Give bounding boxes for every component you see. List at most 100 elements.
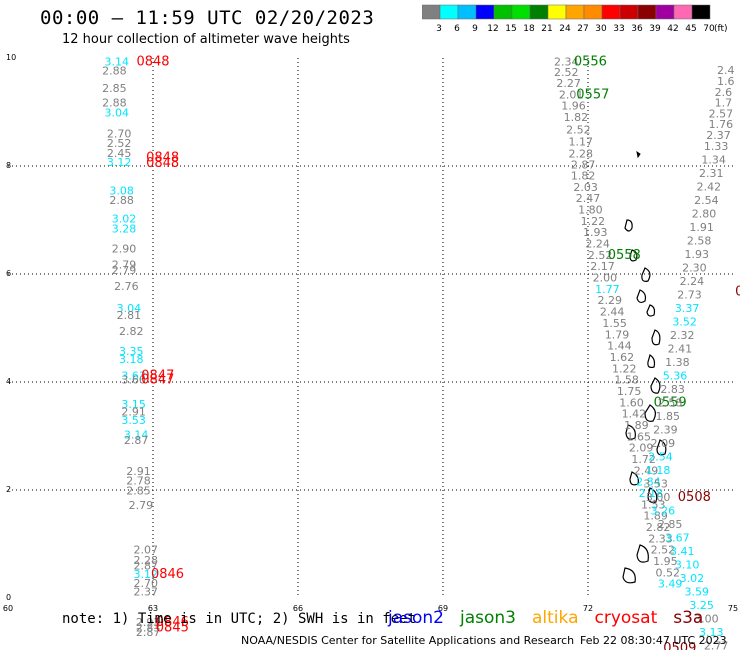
chart-title: 00:00 – 11:59 UTC 02/20/2023 [40,7,375,29]
coastline-island [622,567,636,584]
pass-time-label: 0846 [156,615,189,630]
wave-height-label: 3.35 [119,345,144,358]
x-tick-label: 72 [583,604,593,613]
wave-height-label: 2.00 [593,272,618,285]
wave-height-label: 3.02 [680,572,705,585]
wave-height-label: 2.41 [668,342,693,355]
legend-entry-jason2: jason2 [388,608,444,628]
colorbar-swatch [691,4,711,20]
legend-entry-altika: altika [532,608,579,628]
coastline-island [656,439,667,456]
x-tick-label: 60 [3,604,13,613]
wave-height-label: 1.82 [571,170,596,183]
wave-height-label: 3.63 [121,369,146,382]
x-tick-label: 69 [438,604,448,613]
wave-height-label: 2.82 [119,325,144,338]
wave-height-label: 2.52 [566,124,591,137]
wave-height-label: 2.52 [588,249,613,262]
wave-height-label: 1.58 [614,374,639,387]
wave-height-label: 1.85 [656,410,681,423]
wave-height-label: 2.70 [107,127,132,140]
coastline-island [644,404,656,422]
wave-height-label: 2.4 [717,64,735,77]
wave-height-label: 3.52 [672,315,697,328]
legend-entry-cryosat: cryosat [594,608,658,628]
wave-height-label: 2.47 [576,192,601,205]
wave-height-label: 2.76 [114,280,139,293]
pass-time-label: 0508 [678,490,711,505]
wave-height-label: 2.29 [598,294,623,307]
wave-height-label: 1.95 [653,555,678,568]
wave-height-label: 2.45 [107,147,132,160]
colorbar-label: 36 [631,24,643,34]
colorbar-label: 70 [703,24,715,34]
wave-height-label: 1.60 [619,396,644,409]
wave-height-label: 1.75 [617,385,642,398]
coastline-island [629,471,639,486]
wave-height-label: 1.96 [561,99,586,112]
wave-height-label: 2.58 [687,234,712,247]
y-tick-label: 8 [6,161,11,170]
wave-height-label: 2.73 [677,288,702,301]
coastline-island [636,289,647,304]
colorbar-label: 15 [505,24,516,34]
wave-height-label: 3.14 [105,56,130,69]
wave-height-label: 2.82 [646,521,671,534]
wave-height-label: 2.6 [715,86,733,99]
wave-height-label: 1.72 [631,453,656,466]
wave-height-label: 2.77 [704,639,729,650]
colorbar-unit: (ft) [714,24,728,34]
wave-height-label: 2.18 [639,487,664,500]
wave-height-label: 2.27 [556,77,581,90]
legend: jason2 jason3 altika cryosat s3a [388,608,719,628]
y-tick-label: 10 [6,53,16,62]
legend-entry-s3a: s3a [673,608,704,628]
pass-time-label: 0846 [151,567,184,582]
wave-height-label: 2.91 [126,465,151,478]
pass-time-label: 0848 [146,156,179,171]
pass-time-label: 0556 [574,55,607,70]
wave-height-label: 2.09 [629,442,654,455]
wave-height-label: 1.44 [607,340,632,353]
wave-height-label: 2.07 [134,544,159,557]
pass-time-label: 0847 [141,368,174,383]
wave-height-label: 2.88 [102,97,127,110]
wave-height-label: 3.04 [117,302,142,315]
wave-height-label: 2.87 [136,626,161,639]
pass-time-label: 0557 [576,88,609,103]
colorbar-label: 27 [577,24,588,34]
wave-height-label: 1.33 [704,140,729,153]
wave-height-label: 5.36 [663,369,688,382]
wave-height-label: 2.28 [134,554,159,567]
wave-height-label: 1.17 [569,135,594,148]
colorbar-label: 6 [454,24,460,34]
wave-height-label: 1.34 [701,153,726,166]
wave-height-label: 1.89 [643,510,668,523]
wave-height-label: 2.52 [651,544,676,557]
colorbar-label: 12 [487,24,498,34]
wave-height-label: 1.79 [605,328,630,341]
wave-height-label: 0.52 [656,566,681,579]
wave-height-label: 3.04 [105,106,130,119]
wave-height-label: 2.31 [699,167,724,180]
wave-height-label: 2.52 [107,137,132,150]
wave-height-label: 1.76 [709,118,734,131]
colorbar-label: 39 [649,24,661,34]
wave-height-label: 2.83 [136,621,161,634]
wave-height-label: 2.49 [634,464,659,477]
pass-time-label: 050 [735,285,740,300]
legend-entry-jason3: jason3 [460,608,516,628]
wave-height-label: 2.39 [653,423,678,436]
coastline-island [647,354,656,369]
x-tick-label: 66 [293,604,303,613]
y-tick-label: 2 [6,485,11,494]
wave-height-label: 2.83 [660,383,685,396]
wave-height-label: 2.93 [136,616,161,629]
chart-subtitle: 12 hour collection of altimeter wave hei… [62,32,350,47]
wave-height-label: 1.93 [685,248,710,261]
wave-height-label: 2.70 [134,577,159,590]
colorbar-label: 9 [472,24,478,34]
wave-height-label: 3.18 [119,353,144,366]
wave-height-label: 2.24 [585,238,610,251]
coastline-island [641,267,651,282]
